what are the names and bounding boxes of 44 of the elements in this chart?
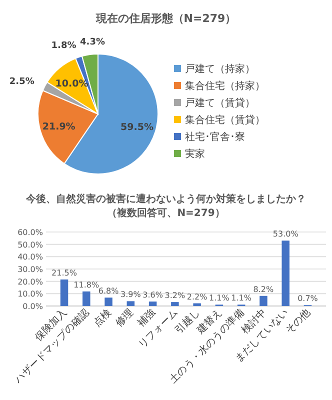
data-label: 2.5% <box>9 76 34 87</box>
legend-label: 集合住宅（賃貸） <box>185 114 265 126</box>
data-label: 4.3% <box>80 38 106 48</box>
bar <box>126 301 135 306</box>
x-tick-label: 修理 <box>114 307 136 330</box>
y-tick-label: 0.0% <box>22 302 44 311</box>
data-label: 3.9% <box>120 290 142 300</box>
legend-label: 社宅･官舎･寮 <box>185 131 245 143</box>
data-label: 3.6% <box>142 290 164 300</box>
bar <box>260 296 268 306</box>
data-label: 0.7% <box>298 294 318 304</box>
bar <box>171 302 179 306</box>
bar <box>60 279 68 306</box>
y-tick-label: 20.0% <box>18 277 44 286</box>
data-label: 11.8% <box>74 280 100 290</box>
bar <box>82 291 90 306</box>
data-label: 53.0% <box>272 230 299 239</box>
data-label: 1.1% <box>231 294 252 303</box>
chart-title: 現在の住居形態（N=279） <box>94 12 236 25</box>
data-label: 8.2% <box>253 284 274 294</box>
legend-label: 戸建て（賃貸） <box>185 97 255 109</box>
bar <box>104 298 112 306</box>
data-label: 1.8% <box>51 40 76 51</box>
y-tick-label: 40.0% <box>18 252 44 262</box>
legend-label: 戸建て（持家） <box>185 63 255 75</box>
legend-label: 実家 <box>185 148 205 160</box>
legend-label: 集合住宅（持家） <box>185 80 265 92</box>
y-tick-label: 30.0% <box>18 265 44 274</box>
y-tick-label: 10.0% <box>18 290 44 299</box>
data-label: 3.2% <box>164 291 186 300</box>
bar <box>148 302 157 306</box>
data-label: 1.1% <box>209 294 230 303</box>
x-tick-label: 点検 <box>91 306 114 330</box>
data-label: 21.5% <box>52 268 78 278</box>
data-label: 6.8% <box>98 286 120 296</box>
y-tick-label: 50.0% <box>18 240 44 250</box>
data-label: 59.5% <box>120 122 154 133</box>
bar <box>282 240 290 306</box>
chart-subtitle: （複数回答可、N=279） <box>107 207 225 219</box>
y-tick-label: 60.0% <box>18 228 44 237</box>
bar <box>193 303 201 306</box>
chart-title: 今後、自然災害の被害に遭わないよう何か対策をしましたか？ <box>25 193 306 205</box>
data-label: 2.2% <box>186 292 208 302</box>
data-label: 21.9% <box>42 122 76 133</box>
